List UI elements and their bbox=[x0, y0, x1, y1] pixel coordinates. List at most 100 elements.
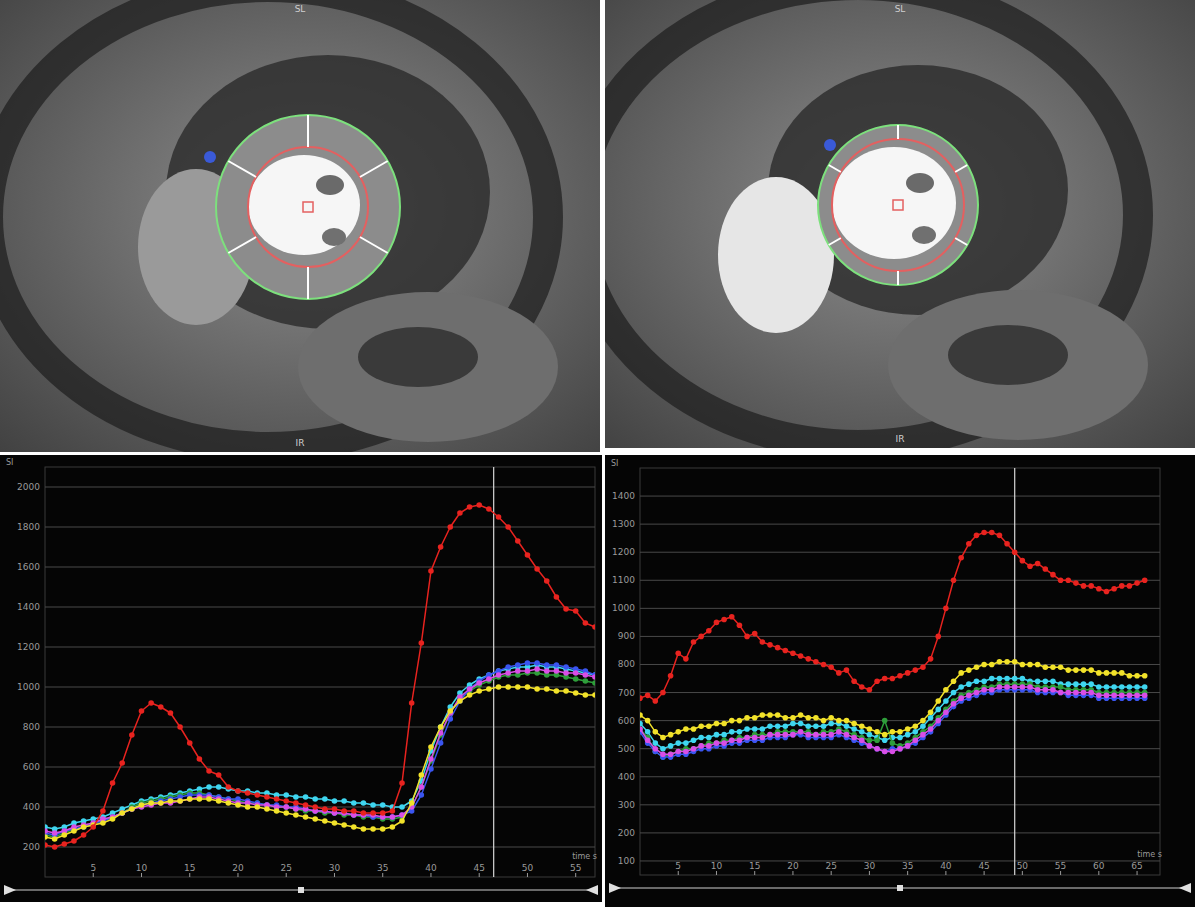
y-tick-label: 700 bbox=[618, 688, 635, 698]
series-marker bbox=[1127, 673, 1133, 679]
grid-line bbox=[45, 567, 595, 568]
series-marker bbox=[380, 826, 386, 832]
series-marker bbox=[457, 510, 463, 516]
y-tick-label: 1600 bbox=[17, 562, 40, 572]
orientation-label: SL bbox=[895, 4, 906, 14]
series-marker bbox=[691, 639, 697, 645]
series-marker bbox=[897, 746, 903, 752]
series-marker bbox=[81, 832, 87, 838]
tick-mark bbox=[984, 871, 985, 875]
series-marker bbox=[1142, 577, 1148, 583]
series-marker bbox=[100, 820, 106, 826]
series-marker bbox=[158, 800, 164, 806]
abdomen-dark bbox=[948, 325, 1068, 385]
series-marker bbox=[1096, 670, 1102, 676]
series-marker bbox=[890, 729, 896, 735]
series-marker bbox=[293, 794, 299, 800]
series-line bbox=[640, 679, 1145, 749]
series-marker bbox=[1065, 667, 1071, 673]
x-tick-label: 45 bbox=[473, 863, 484, 873]
papillary-muscle bbox=[322, 228, 346, 246]
series-marker bbox=[744, 634, 750, 640]
series-marker bbox=[283, 804, 289, 810]
blood-pool bbox=[832, 147, 956, 259]
grid-line bbox=[45, 487, 595, 488]
series-marker bbox=[563, 688, 569, 694]
series-marker bbox=[859, 737, 865, 743]
series-marker bbox=[691, 737, 697, 743]
series-marker bbox=[554, 668, 560, 674]
series-marker bbox=[744, 735, 750, 741]
series-marker bbox=[790, 721, 796, 727]
orientation-label: SL bbox=[295, 4, 306, 14]
papillary-muscle bbox=[906, 173, 934, 193]
series-marker bbox=[928, 726, 934, 732]
series-marker bbox=[1020, 662, 1026, 668]
series-marker bbox=[554, 688, 560, 694]
series-line bbox=[640, 662, 1145, 738]
series-marker bbox=[274, 808, 280, 814]
series-marker bbox=[698, 735, 704, 741]
series-marker bbox=[775, 723, 781, 729]
series-marker bbox=[129, 806, 135, 812]
series-line bbox=[640, 684, 1145, 757]
series-marker bbox=[139, 708, 145, 714]
series-marker bbox=[782, 715, 788, 721]
series-marker bbox=[668, 752, 674, 758]
series-marker bbox=[332, 798, 338, 804]
x-tick-label: 25 bbox=[281, 863, 292, 873]
x-tick-label: 40 bbox=[940, 861, 952, 871]
series-marker bbox=[660, 690, 666, 696]
series-marker bbox=[148, 700, 154, 706]
series-marker bbox=[721, 732, 727, 738]
grid-line bbox=[640, 636, 1160, 637]
series-marker bbox=[515, 668, 521, 674]
series-marker bbox=[129, 806, 135, 812]
series-marker bbox=[813, 732, 819, 738]
series-marker bbox=[187, 796, 193, 802]
series-marker bbox=[912, 729, 918, 735]
series-marker bbox=[828, 732, 834, 738]
tick-mark bbox=[237, 873, 238, 877]
series-marker bbox=[1058, 690, 1064, 696]
series-marker bbox=[767, 732, 773, 738]
segment-divider bbox=[829, 238, 841, 245]
x-tick-label: 25 bbox=[825, 861, 836, 871]
series-marker bbox=[1096, 684, 1102, 690]
series-marker bbox=[859, 723, 865, 729]
series-marker bbox=[534, 666, 540, 672]
series-marker bbox=[1142, 673, 1148, 679]
y-tick-label: 300 bbox=[618, 800, 635, 810]
series-marker bbox=[997, 676, 1003, 682]
series-marker bbox=[496, 684, 502, 690]
y-axis-label: SI bbox=[6, 458, 13, 467]
series-marker bbox=[457, 698, 463, 704]
x-tick-label: 30 bbox=[864, 861, 876, 871]
series-marker bbox=[148, 800, 154, 806]
series-marker bbox=[1004, 659, 1010, 665]
segment-divider bbox=[228, 161, 256, 177]
series-marker bbox=[668, 673, 674, 679]
series-marker bbox=[525, 552, 531, 558]
y-tick-label: 1000 bbox=[612, 603, 635, 613]
series-marker bbox=[216, 798, 222, 804]
chart-background bbox=[0, 455, 602, 902]
series-marker bbox=[943, 709, 949, 715]
chart: 2004006008001000120014001600180020005101… bbox=[0, 455, 602, 902]
series-marker bbox=[544, 686, 550, 692]
tick-mark bbox=[945, 871, 946, 875]
series-marker bbox=[1042, 687, 1048, 693]
series-marker bbox=[714, 721, 720, 727]
series-marker bbox=[283, 804, 289, 810]
series-marker bbox=[951, 679, 957, 685]
series-marker bbox=[293, 806, 299, 812]
series-marker bbox=[752, 735, 758, 741]
series-marker bbox=[683, 726, 689, 732]
abdomen bbox=[298, 292, 558, 442]
series-marker bbox=[419, 784, 425, 790]
series-marker bbox=[81, 824, 87, 830]
y-tick-label: 1800 bbox=[17, 522, 40, 532]
series-marker bbox=[821, 723, 827, 729]
series-marker bbox=[428, 766, 434, 772]
series-marker bbox=[515, 538, 521, 544]
